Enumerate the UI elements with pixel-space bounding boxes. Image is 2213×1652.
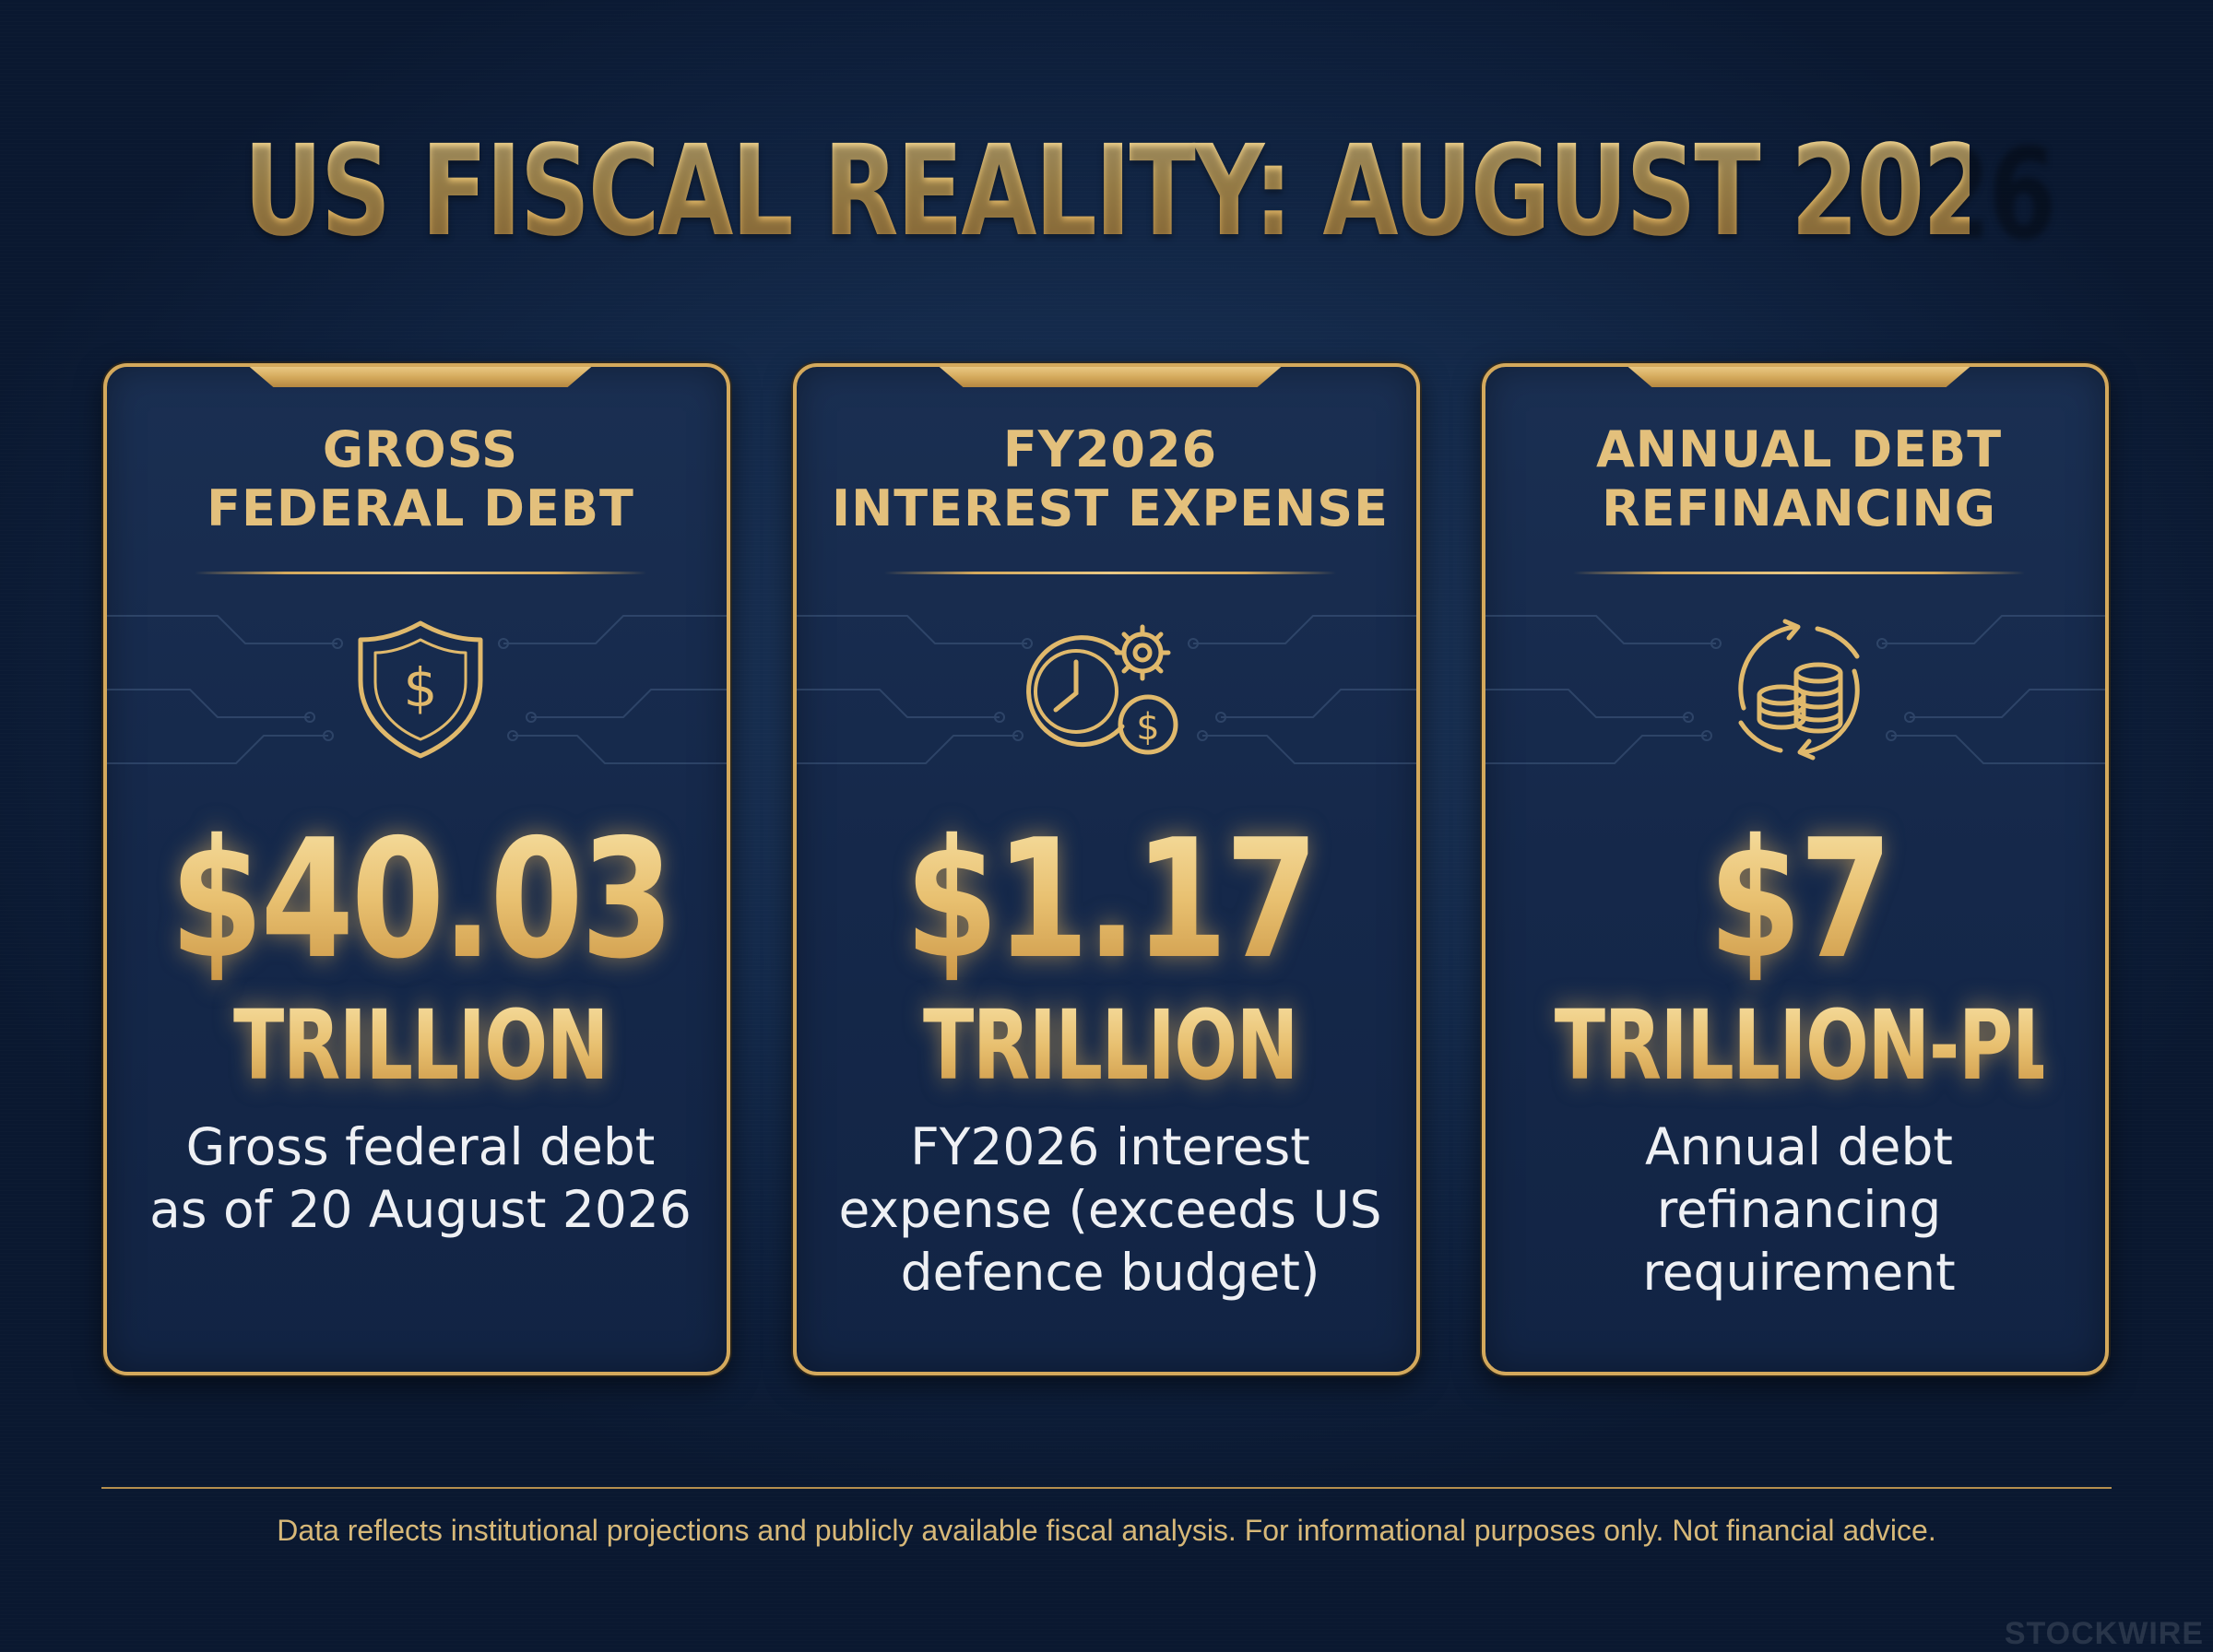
card-debt-refinancing: ANNUAL DEBT REFINANCING $7 TRILLION-PLUS <box>1482 363 2109 1375</box>
shield-dollar-icon: $ <box>358 620 483 759</box>
card-tab-decoration <box>245 367 596 387</box>
card-value: $1.17 <box>853 808 1367 992</box>
card-description-line: refinancing <box>1656 1180 1942 1239</box>
card-description-line: as of 20 August 2026 <box>149 1180 692 1239</box>
card-interest-expense: FY2026 INTEREST EXPENSE $ $1.17 TRILLION… <box>793 363 1420 1375</box>
clock-gear-dollar-icon: $ <box>1026 624 1178 755</box>
card-description: FY2026 interest expense (exceeds US defe… <box>824 1115 1396 1304</box>
card-description-line: expense (exceeds US <box>838 1180 1382 1239</box>
card-title-line1: FY2026 <box>1002 420 1218 478</box>
card-title-line2: REFINANCING <box>1602 479 1996 537</box>
card-value: $40.03 <box>163 808 678 992</box>
card-unit: TRILLION-PLUS <box>1554 989 2109 1102</box>
card-description-line: requirement <box>1642 1243 1956 1302</box>
watermark: STOCKWIRE <box>2004 1616 2204 1651</box>
card-title-line1: ANNUAL DEBT <box>1595 420 2003 478</box>
card-tab-decoration <box>935 367 1285 387</box>
svg-text:$: $ <box>1136 706 1159 749</box>
circuit-pattern-decoration <box>1485 615 2105 764</box>
card-description-line: Annual debt <box>1645 1117 1953 1176</box>
card-divider <box>884 572 1336 574</box>
card-description: Annual debt refinancing requirement <box>1513 1115 2085 1304</box>
card-divider <box>195 572 646 574</box>
page-title: US FISCAL REALITY: AUGUST 2026 <box>243 119 2056 265</box>
card-description: Gross federal debt as of 20 August 2026 <box>135 1115 706 1241</box>
card-title-line2: FEDERAL DEBT <box>207 479 634 537</box>
card-description-line: defence budget) <box>900 1243 1320 1302</box>
card-tab-decoration <box>1624 367 1974 387</box>
footer-disclaimer: Data reflects institutional projections … <box>277 1514 1936 1547</box>
refinance-coins-icon <box>1738 619 1860 761</box>
card-description-line: FY2026 interest <box>910 1117 1310 1176</box>
circuit-pattern-decoration <box>107 615 727 764</box>
footer-divider <box>101 1487 2112 1489</box>
card-gross-federal-debt: GROSS FEDERAL DEBT $ $40.03 TRILLION Gro… <box>103 363 730 1375</box>
card-title-line2: INTEREST EXPENSE <box>832 479 1389 537</box>
svg-text:$: $ <box>404 656 438 719</box>
card-title-line1: GROSS <box>322 420 519 478</box>
card-value: $7 <box>1542 808 2056 992</box>
card-divider <box>1573 572 2025 574</box>
card-unit: TRILLION <box>176 990 665 1101</box>
circuit-pattern-decoration <box>797 615 1416 764</box>
card-description-line: Gross federal debt <box>185 1117 656 1176</box>
card-unit: TRILLION <box>866 990 1355 1101</box>
